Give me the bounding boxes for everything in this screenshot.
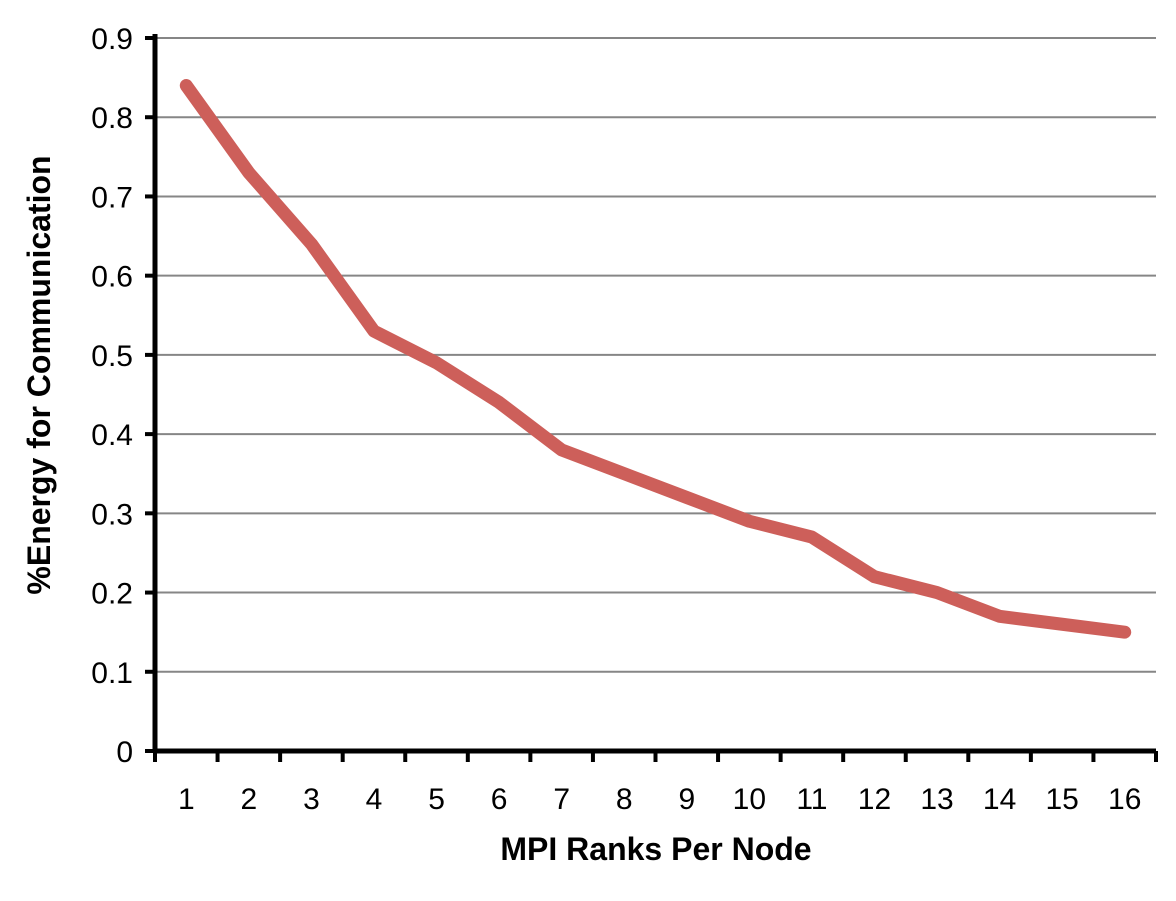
x-tick-label: 16 xyxy=(1108,783,1141,816)
x-tick-label: 14 xyxy=(983,783,1016,816)
y-tick-label: 0.4 xyxy=(91,419,133,452)
x-tick-label: 13 xyxy=(920,783,953,816)
x-tick-label: 7 xyxy=(553,783,570,816)
x-tick-label: 1 xyxy=(178,783,195,816)
y-tick-label: 0 xyxy=(116,736,133,769)
x-tick-label: 9 xyxy=(678,783,695,816)
y-tick-label: 0.9 xyxy=(91,23,133,56)
series-layer xyxy=(179,79,1132,639)
y-axis-title: %Energy for Communication xyxy=(21,155,57,594)
x-tick-label: 12 xyxy=(858,783,891,816)
x-axis-title: MPI Ranks Per Node xyxy=(500,831,811,867)
x-tick-label: 6 xyxy=(491,783,508,816)
x-tick-label: 11 xyxy=(796,783,827,816)
y-tick-label: 0.7 xyxy=(91,181,133,214)
x-tick-label: 8 xyxy=(616,783,633,816)
x-tick-label: 2 xyxy=(241,783,258,816)
x-tick-label: 4 xyxy=(366,783,383,816)
x-tick-label: 10 xyxy=(733,783,766,816)
gridlines xyxy=(155,37,1156,673)
y-tick-label: 0.3 xyxy=(91,498,133,531)
x-tick-label: 5 xyxy=(428,783,445,816)
x-axis: 1 2 3 4 5 6 7 8 9 10 11 12 13 14 15 16 xyxy=(153,748,1158,816)
y-axis: 0 0.1 0.2 0.3 0.4 0.5 0.6 0.7 0.8 0.9 xyxy=(91,23,158,769)
series-line xyxy=(179,79,1132,639)
y-tick-label: 0.5 xyxy=(91,340,133,373)
y-tick-label: 0.6 xyxy=(91,261,133,294)
y-tick-label: 0.2 xyxy=(91,578,133,611)
y-tick-label: 0.8 xyxy=(91,102,133,135)
x-tick-label: 3 xyxy=(303,783,320,816)
y-tick-label: 0.1 xyxy=(91,657,133,690)
x-tick-label: 15 xyxy=(1045,783,1078,816)
